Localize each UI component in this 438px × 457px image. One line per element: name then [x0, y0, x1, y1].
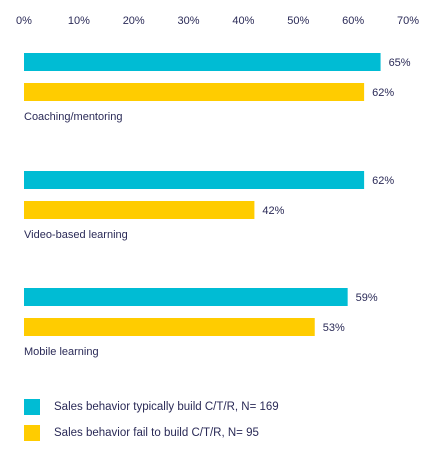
- x-tick-label: 10%: [68, 15, 90, 27]
- category-label: Mobile learning: [24, 346, 99, 358]
- x-tick-label: 60%: [342, 15, 364, 27]
- bar-value-label: 42%: [262, 205, 284, 217]
- category-label: Coaching/mentoring: [24, 111, 122, 123]
- bar-value-label: 59%: [356, 292, 378, 304]
- x-tick-label: 30%: [178, 15, 200, 27]
- bar-fail-to-build: [24, 201, 255, 219]
- x-tick-label: 70%: [397, 15, 419, 27]
- legend-label-fail-to-build: Sales behavior fail to build C/T/R, N= 9…: [54, 427, 259, 439]
- bar-value-label: 62%: [372, 87, 394, 99]
- x-tick-label: 20%: [123, 15, 145, 27]
- bar-typically-build: [24, 53, 381, 71]
- legend-item-typically-build: Sales behavior typically build C/T/R, N=…: [24, 399, 279, 415]
- bar-typically-build: [24, 288, 348, 306]
- legend-label-typically-build: Sales behavior typically build C/T/R, N=…: [54, 401, 279, 413]
- bar-value-label: 53%: [323, 322, 345, 334]
- legend: Sales behavior typically build C/T/R, N=…: [24, 399, 279, 451]
- x-tick-label: 50%: [287, 15, 309, 27]
- legend-swatch-fail-to-build: [24, 425, 40, 441]
- x-tick-label: 0%: [16, 15, 32, 27]
- bar-value-label: 65%: [389, 57, 411, 69]
- bar-fail-to-build: [24, 318, 315, 336]
- bar-fail-to-build: [24, 83, 365, 101]
- bar-typically-build: [24, 171, 365, 189]
- legend-item-fail-to-build: Sales behavior fail to build C/T/R, N= 9…: [24, 425, 279, 441]
- legend-swatch-typically-build: [24, 399, 40, 415]
- bar-chart: 0% 10% 20% 30% 40% 50% 60% 70% 65% 62% Coaching/me…: [16, 15, 419, 358]
- x-tick-label: 40%: [232, 15, 254, 27]
- bar-value-label: 62%: [372, 175, 394, 187]
- category-label: Video-based learning: [24, 229, 128, 241]
